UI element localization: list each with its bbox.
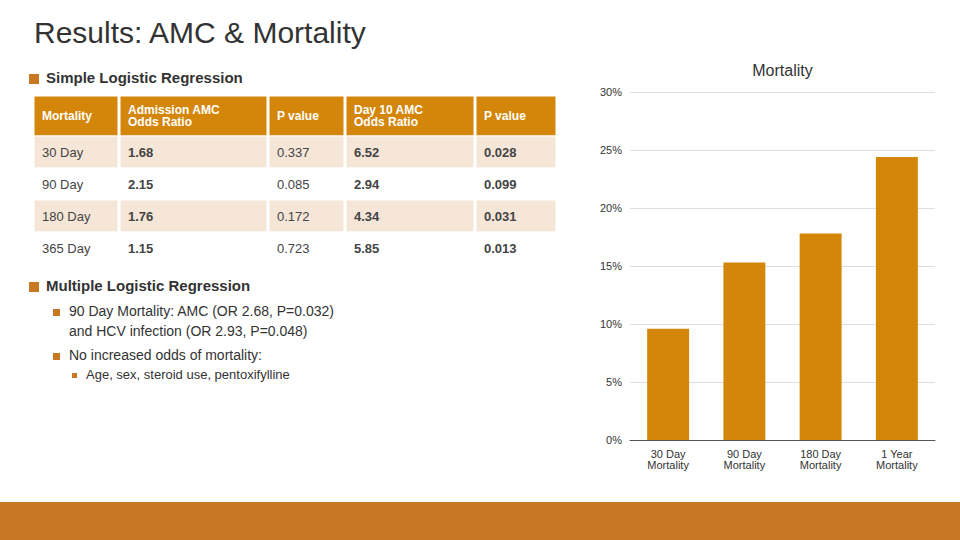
svg-text:30 Day: 30 Day (650, 447, 686, 460)
svg-text:2.15: 2.15 (128, 177, 153, 192)
svg-text:15%: 15% (600, 260, 622, 272)
svg-text:2.94: 2.94 (354, 177, 380, 192)
svg-text:0.723: 0.723 (277, 241, 310, 256)
svg-text:0.337: 0.337 (277, 145, 310, 160)
svg-text:Mortality: Mortality (42, 109, 92, 123)
svg-text:5.85: 5.85 (354, 241, 379, 256)
svg-text:90 Day: 90 Day (726, 447, 762, 460)
svg-text:Age, sex, steroid use, pentoxi: Age, sex, steroid use, pentoxifylline (86, 367, 290, 382)
svg-text:No increased odds of mortality: No increased odds of mortality: (69, 347, 262, 363)
svg-text:Mortality: Mortality (876, 459, 918, 471)
svg-text:Mortality: Mortality (647, 459, 689, 471)
svg-text:90 Day: 90 Day (42, 177, 84, 192)
svg-text:6.52: 6.52 (354, 145, 379, 160)
svg-text:Simple Logistic Regression: Simple Logistic Regression (46, 69, 243, 86)
svg-text:180 Day: 180 Day (800, 447, 842, 460)
svg-text:and HCV infection (OR 2.93, P=: and HCV infection (OR 2.93, P=0.048) (69, 323, 308, 339)
svg-text:30%: 30% (600, 86, 622, 98)
svg-text:0.031: 0.031 (484, 209, 517, 224)
svg-text:365 Day: 365 Day (42, 241, 91, 256)
svg-text:5%: 5% (606, 376, 622, 388)
svg-text:10%: 10% (600, 318, 622, 330)
svg-text:Day 10 AMC: Day 10 AMC (354, 103, 423, 117)
svg-text:Mortality: Mortality (724, 459, 766, 471)
svg-text:30 Day: 30 Day (42, 145, 84, 160)
svg-text:Results: AMC & Mortality: Results: AMC & Mortality (34, 16, 366, 49)
svg-text:0.028: 0.028 (484, 145, 517, 160)
svg-text:Mortality: Mortality (752, 62, 812, 79)
svg-text:4.34: 4.34 (354, 209, 380, 224)
svg-text:0.085: 0.085 (277, 177, 310, 192)
svg-text:0.172: 0.172 (277, 209, 310, 224)
svg-text:1.68: 1.68 (128, 145, 153, 160)
svg-text:0.013: 0.013 (484, 241, 517, 256)
svg-text:Admission AMC: Admission AMC (128, 103, 220, 117)
svg-text:P value: P value (484, 109, 526, 123)
svg-text:180 Day: 180 Day (42, 209, 91, 224)
svg-text:Mortality: Mortality (800, 459, 842, 471)
svg-text:1.15: 1.15 (128, 241, 153, 256)
svg-text:1 Year: 1 Year (881, 447, 913, 460)
svg-text:Odds Ratio: Odds Ratio (354, 115, 418, 129)
svg-text:90 Day Mortality: AMC (OR 2.68: 90 Day Mortality: AMC (OR 2.68, P=0.032) (69, 303, 334, 319)
svg-text:25%: 25% (600, 144, 622, 156)
svg-text:Odds Ratio: Odds Ratio (128, 115, 192, 129)
svg-text:Multiple Logistic Regression: Multiple Logistic Regression (46, 277, 250, 294)
svg-text:20%: 20% (600, 202, 622, 214)
svg-text:0%: 0% (606, 434, 622, 446)
svg-text:1.76: 1.76 (128, 209, 153, 224)
svg-text:P value: P value (277, 109, 319, 123)
svg-text:0.099: 0.099 (484, 177, 517, 192)
